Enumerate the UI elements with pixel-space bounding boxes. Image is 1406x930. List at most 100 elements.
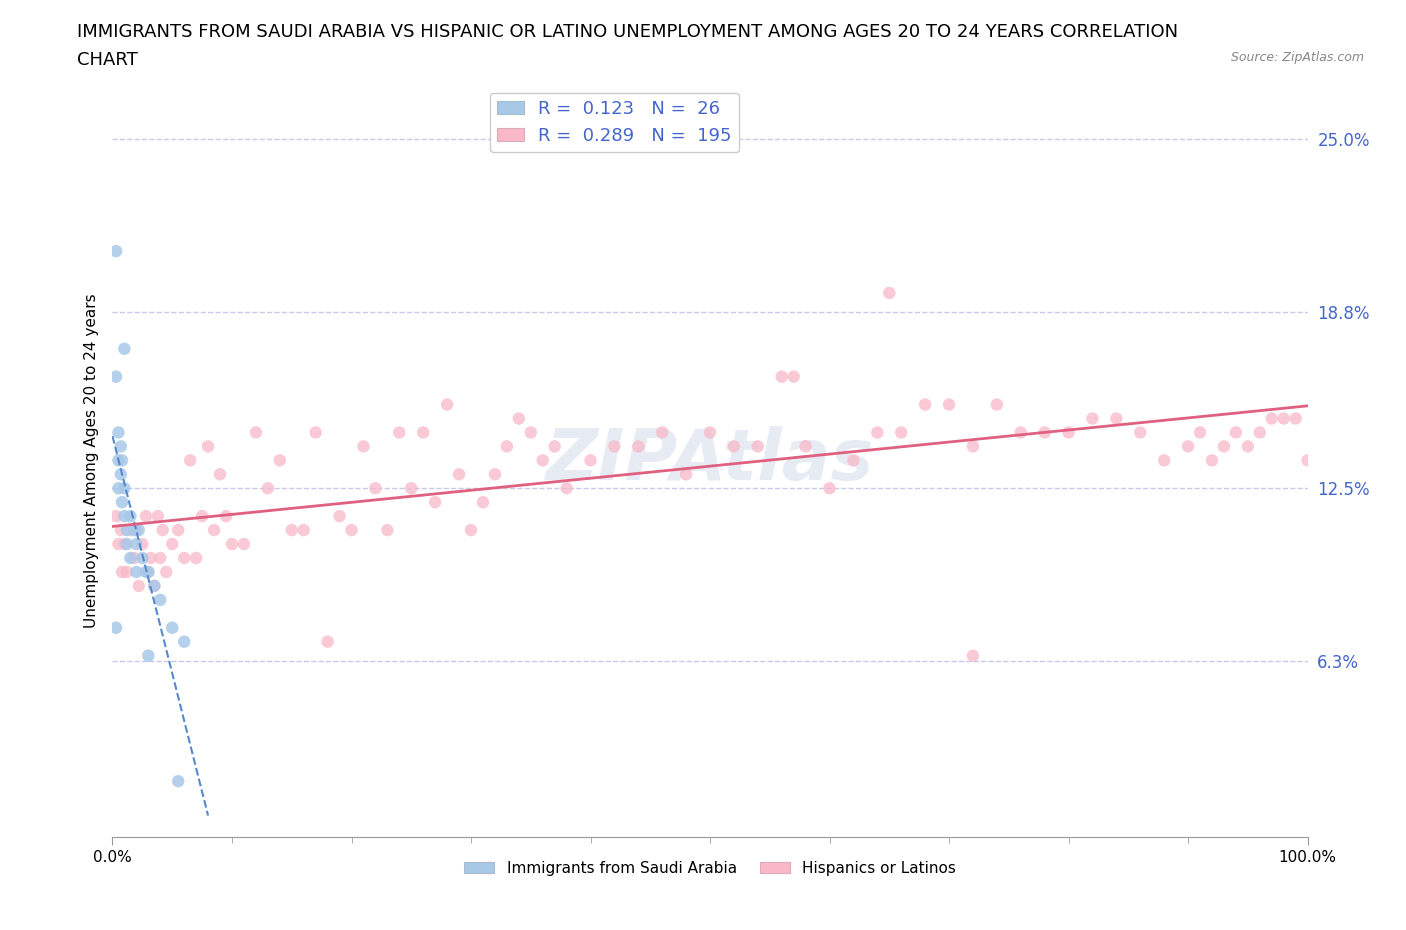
Point	[135, 509, 157, 524]
Point	[122, 551, 145, 565]
Point	[162, 620, 183, 635]
Point	[202, 523, 225, 538]
Text: CHART: CHART	[77, 51, 138, 69]
Point	[233, 537, 256, 551]
Text: Source: ZipAtlas.com: Source: ZipAtlas.com	[1230, 51, 1364, 64]
Text: IMMIGRANTS FROM SAUDI ARABIA VS HISPANIC OR LATINO UNEMPLOYMENT AMONG AGES 20 TO: IMMIGRANTS FROM SAUDI ARABIA VS HISPANIC…	[77, 23, 1178, 41]
Point	[377, 523, 399, 538]
Point	[460, 523, 482, 538]
Point	[107, 537, 129, 551]
Point	[1225, 425, 1247, 440]
Point	[186, 551, 208, 565]
Point	[167, 523, 190, 538]
Point	[111, 453, 134, 468]
Point	[1010, 425, 1032, 440]
Point	[131, 537, 153, 551]
Point	[675, 467, 697, 482]
Point	[579, 453, 602, 468]
Point	[105, 620, 128, 635]
Point	[1129, 425, 1152, 440]
Point	[603, 439, 626, 454]
Point	[747, 439, 769, 454]
Point	[162, 537, 183, 551]
Point	[139, 551, 162, 565]
Point	[879, 286, 901, 300]
Point	[1261, 411, 1284, 426]
Point	[128, 578, 150, 593]
Point	[914, 397, 936, 412]
Point	[138, 565, 160, 579]
Point	[215, 509, 238, 524]
Point	[122, 523, 145, 538]
Point	[1213, 439, 1236, 454]
Point	[472, 495, 495, 510]
Point	[110, 439, 132, 454]
Point	[353, 439, 375, 454]
Point	[138, 565, 160, 579]
Point	[281, 523, 304, 538]
Point	[329, 509, 352, 524]
Point	[1057, 425, 1080, 440]
Point	[1105, 411, 1128, 426]
Point	[111, 565, 134, 579]
Point	[269, 453, 291, 468]
Point	[412, 425, 434, 440]
Point	[107, 425, 129, 440]
Point	[125, 523, 148, 538]
Point	[496, 439, 519, 454]
Point	[125, 537, 148, 551]
Point	[115, 565, 138, 579]
Point	[866, 425, 889, 440]
Point	[221, 537, 243, 551]
Point	[842, 453, 865, 468]
Y-axis label: Unemployment Among Ages 20 to 24 years: Unemployment Among Ages 20 to 24 years	[83, 293, 98, 628]
Point	[1272, 411, 1295, 426]
Point	[783, 369, 806, 384]
Point	[114, 341, 135, 356]
Point	[890, 425, 912, 440]
Point	[257, 481, 280, 496]
Point	[167, 774, 190, 789]
Point	[962, 648, 984, 663]
Point	[1189, 425, 1212, 440]
Point	[794, 439, 817, 454]
Point	[114, 481, 135, 496]
Point	[110, 467, 132, 482]
Point	[627, 439, 650, 454]
Point	[155, 565, 177, 579]
Point	[115, 523, 138, 538]
Point	[340, 523, 363, 538]
Point	[245, 425, 267, 440]
Point	[149, 592, 172, 607]
Point	[114, 509, 135, 524]
Point	[364, 481, 387, 496]
Point	[449, 467, 471, 482]
Point	[110, 523, 132, 538]
Point	[135, 565, 157, 579]
Point	[388, 425, 411, 440]
Point	[105, 509, 128, 524]
Point	[818, 481, 841, 496]
Point	[543, 439, 565, 454]
Point	[986, 397, 1008, 412]
Point	[401, 481, 423, 496]
Point	[197, 439, 219, 454]
Point	[105, 369, 128, 384]
Point	[1249, 425, 1271, 440]
Point	[191, 509, 214, 524]
Point	[120, 523, 142, 538]
Point	[179, 453, 201, 468]
Point	[1237, 439, 1260, 454]
Point	[723, 439, 745, 454]
Point	[651, 425, 673, 440]
Point	[1285, 411, 1308, 426]
Point	[105, 244, 128, 259]
Point	[107, 453, 129, 468]
Point	[143, 578, 166, 593]
Point	[770, 369, 793, 384]
Point	[531, 453, 554, 468]
Point	[1033, 425, 1056, 440]
Point	[520, 425, 543, 440]
Point	[1296, 453, 1319, 468]
Point	[152, 523, 174, 538]
